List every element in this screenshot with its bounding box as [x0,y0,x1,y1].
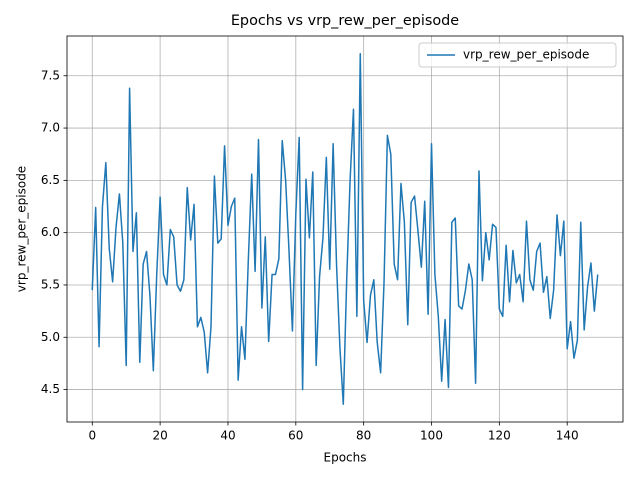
y-tick-label: 7.0 [41,121,60,135]
y-tick-label: 6.5 [41,173,60,187]
x-tick-label: 80 [356,429,371,443]
chart-title: Epochs vs vrp_rew_per_episode [231,13,459,29]
x-tick-label: 120 [488,429,511,443]
y-tick-label: 7.5 [41,68,60,82]
legend-box [418,42,617,68]
x-tick-label: 0 [88,429,96,443]
y-tick-label: 5.5 [41,277,60,291]
x-tick-label: 60 [288,429,303,443]
y-tick-label: 5.0 [41,330,60,344]
y-tick-label: 4.5 [41,382,60,396]
x-tick-label: 140 [556,429,579,443]
y-axis-label: vrp_rew_per_episode [15,166,29,292]
legend-label: vrp_rew_per_episode [463,48,589,62]
x-tick-label: 100 [420,429,443,443]
x-axis-label: Epochs [324,451,367,465]
x-tick-label: 40 [220,429,235,443]
axes-frame [66,35,624,423]
x-tick-label: 20 [152,429,167,443]
y-tick-label: 6.0 [41,225,60,239]
data-line [91,53,599,405]
